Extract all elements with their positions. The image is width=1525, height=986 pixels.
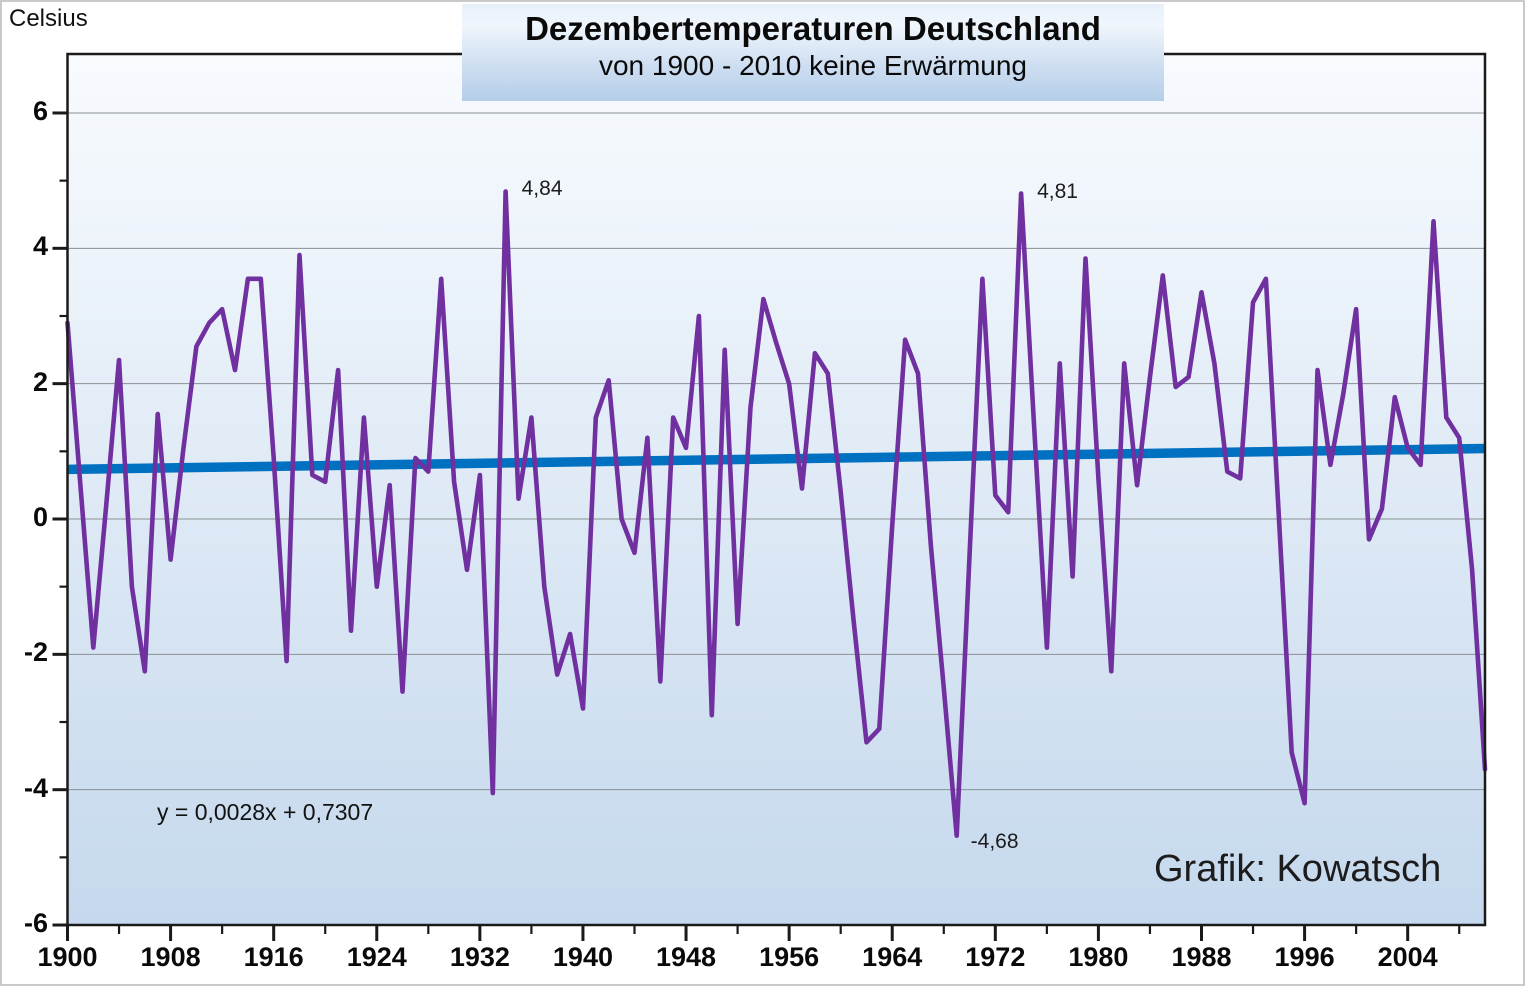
- y-tick-label: -4: [23, 772, 48, 803]
- y-tick-label: 4: [32, 231, 48, 262]
- y-axis-unit-label: Celsius: [9, 5, 88, 32]
- trend-line: [67, 443, 1486, 475]
- annotation-max-1974: 4,81: [1037, 179, 1078, 203]
- x-tick-label: 1908: [140, 942, 201, 972]
- y-tick-label: 6: [32, 95, 48, 126]
- x-tick-label: 1900: [37, 942, 98, 972]
- x-tick-label: 1996: [1274, 942, 1335, 972]
- y-tick-label: 0: [32, 502, 48, 532]
- chart-title: Dezembertemperaturen Deutschland: [525, 10, 1101, 47]
- x-tick-label: 1964: [862, 942, 923, 972]
- x-tick-label: 1980: [1068, 942, 1129, 972]
- plot-background: [67, 54, 1485, 925]
- x-tick-label: 1916: [243, 942, 304, 972]
- credit-label: Grafik: Kowatsch: [1154, 848, 1442, 890]
- x-tick-label: 1948: [655, 942, 717, 972]
- y-tick-label: -6: [23, 908, 48, 939]
- temperature-series-line: [65, 189, 1488, 839]
- x-tick-label: 1940: [552, 942, 613, 972]
- annotation-max-1934: 4,84: [521, 177, 563, 201]
- annotation-min-1969: -4,68: [970, 829, 1019, 853]
- x-tick-label: 1972: [965, 942, 1026, 972]
- x-tick-label: 2004: [1377, 942, 1438, 972]
- trend-equation-label: y = 0,0028x + 0,7307: [157, 799, 374, 825]
- x-tick-label: 1932: [449, 942, 510, 972]
- x-tick-label: 1988: [1171, 942, 1232, 972]
- x-tick-label: 1956: [759, 942, 820, 972]
- x-tick-label: 1924: [346, 942, 407, 972]
- y-tick-label: 2: [32, 366, 48, 397]
- y-tick-label: -2: [23, 637, 48, 668]
- chart-subtitle: von 1900 - 2010 keine Erwärmung: [598, 50, 1028, 82]
- title-band: Dezembertemperaturen Deutschland von 190…: [462, 4, 1164, 101]
